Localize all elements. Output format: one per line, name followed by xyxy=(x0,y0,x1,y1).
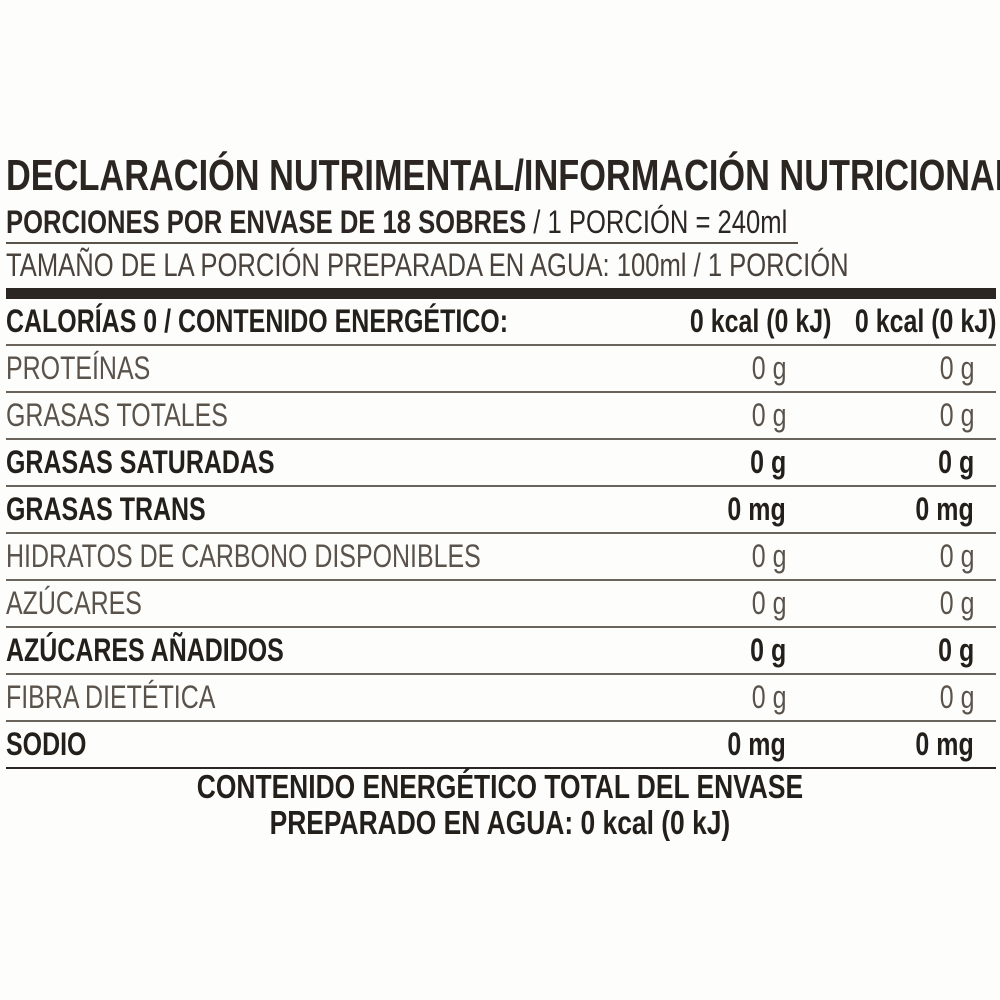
nutrient-value-portion: 0 g xyxy=(939,585,974,621)
total-energy-text-1: CONTENIDO ENERGÉTICO TOTAL DEL ENVASE xyxy=(196,768,804,805)
nutrient-value-portion: 0 mg xyxy=(915,726,974,762)
nutrient-row-proteinas: PROTEÍNAS 0 g 0 g xyxy=(6,346,996,393)
nutrient-row-azucares-anadidos: AZÚCARES AÑADIDOS 0 g 0 g xyxy=(6,628,996,675)
energy-label: CALORÍAS 0 / CONTENIDO ENERGÉTICO: xyxy=(6,303,509,339)
nutrient-value-portion: 0 g xyxy=(937,444,974,480)
servings-regular-text: / 1 PORCIÓN = 240ml xyxy=(526,204,788,240)
nutrition-label: DECLARACIÓN NUTRIMENTAL/INFORMACIÓN NUTR… xyxy=(6,150,1000,769)
nutrient-name: AZÚCARES AÑADIDOS xyxy=(6,632,284,668)
nutrient-value-portion: 0 g xyxy=(937,632,974,668)
nutrient-name: AZÚCARES xyxy=(6,585,142,621)
total-energy-line-2: PREPARADO EN AGUA: 0 kcal (0 kJ) xyxy=(0,804,1000,842)
nutrient-value-100ml: 0 g xyxy=(751,585,786,621)
nutrient-value-100ml: 0 g xyxy=(751,350,786,386)
thick-divider xyxy=(6,288,996,299)
nutrient-value-portion: 0 g xyxy=(939,397,974,433)
servings-bold-text: PORCIONES POR ENVASE DE 18 SOBRES xyxy=(6,204,527,240)
nutrient-name: GRASAS TRANS xyxy=(6,491,206,527)
nutrient-row-grasas-saturadas: GRASAS SATURADAS 0 g 0 g xyxy=(6,440,996,487)
nutrient-row-fibra: FIBRA DIETÉTICA 0 g 0 g xyxy=(6,675,996,722)
label-title: DECLARACIÓN NUTRIMENTAL/INFORMACIÓN NUTR… xyxy=(6,151,1000,200)
nutrient-row-grasas-totales: GRASAS TOTALES 0 g 0 g xyxy=(6,393,996,440)
servings-per-container: PORCIONES POR ENVASE DE 18 SOBRES / 1 PO… xyxy=(6,202,798,244)
nutrient-value-portion: 0 g xyxy=(939,538,974,574)
nutrient-value-100ml: 0 mg xyxy=(727,726,786,762)
nutrient-row-hidratos: HIDRATOS DE CARBONO DISPONIBLES 0 g 0 g xyxy=(6,534,996,581)
nutrient-row-azucares: AZÚCARES 0 g 0 g xyxy=(6,581,996,628)
energy-value-100ml: 0 kcal (0 kJ) xyxy=(689,303,831,339)
nutrient-value-portion: 0 mg xyxy=(915,491,974,527)
nutrient-value-portion: 0 g xyxy=(939,679,974,715)
nutrient-value-portion: 0 g xyxy=(939,350,974,386)
nutrient-value-100ml: 0 g xyxy=(749,444,786,480)
nutrient-name: SODIO xyxy=(6,726,87,762)
nutrient-value-100ml: 0 g xyxy=(751,538,786,574)
nutrient-value-100ml: 0 g xyxy=(751,397,786,433)
nutrient-value-100ml: 0 g xyxy=(751,679,786,715)
nutrient-value-100ml: 0 g xyxy=(749,632,786,668)
nutrient-row-sodio: SODIO 0 mg 0 mg xyxy=(6,722,996,769)
nutrient-name: PROTEÍNAS xyxy=(6,350,151,386)
serving-size: TAMAÑO DE LA PORCIÓN PREPARADA EN AGUA: … xyxy=(6,247,849,283)
total-energy-line-1: CONTENIDO ENERGÉTICO TOTAL DEL ENVASE xyxy=(0,768,1000,806)
energy-row: CALORÍAS 0 / CONTENIDO ENERGÉTICO: 0 kca… xyxy=(6,299,996,346)
energy-value-portion: 0 kcal (0 kJ) xyxy=(854,303,996,339)
nutrient-name: FIBRA DIETÉTICA xyxy=(6,679,216,715)
nutrient-name: GRASAS TOTALES xyxy=(6,397,228,433)
total-energy-text-2: PREPARADO EN AGUA: 0 kcal (0 kJ) xyxy=(269,804,731,841)
nutrient-name: HIDRATOS DE CARBONO DISPONIBLES xyxy=(6,538,481,574)
nutrient-value-100ml: 0 mg xyxy=(727,491,786,527)
nutrient-row-grasas-trans: GRASAS TRANS 0 mg 0 mg xyxy=(6,487,996,534)
nutrient-name: GRASAS SATURADAS xyxy=(6,444,275,480)
